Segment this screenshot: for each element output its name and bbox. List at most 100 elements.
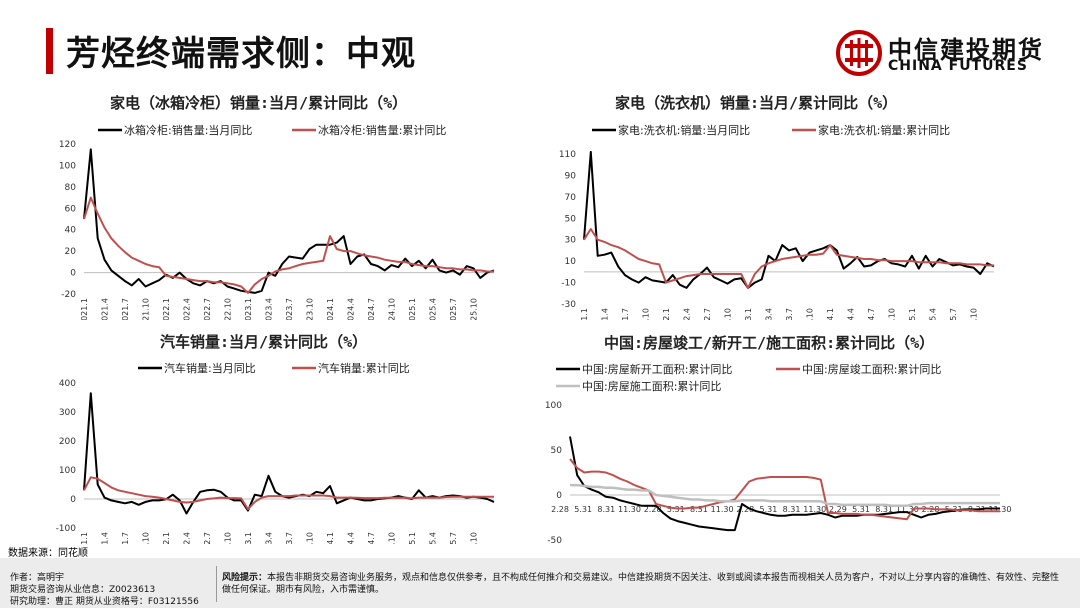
legend-label: 汽车销量:当月同比 [164, 361, 256, 375]
logo-en-text: CHINA FUTURES [888, 58, 1028, 74]
x-tick-label: 2024.10 [888, 308, 897, 320]
x-tick-label: 2024.4 [847, 308, 856, 320]
y-tick-label: -30 [561, 300, 576, 310]
x-tick-label: 2023.4 [265, 532, 274, 544]
y-tick-label: 100 [59, 161, 76, 171]
x-tick-label: 2024.1 [326, 532, 335, 544]
x-tick-label: 2.28 [551, 505, 569, 514]
logo-emblem-icon [836, 30, 882, 76]
risk-label: 风险提示： [222, 573, 268, 583]
company-logo: 中信建投期货 CHINA FUTURES [836, 28, 1042, 78]
y-tick-label: -50 [547, 536, 562, 546]
series-line-2 [583, 228, 994, 289]
x-tick-label: 2024.4 [347, 532, 356, 544]
x-tick-label: 2024.10 [388, 298, 397, 320]
x-tick-label: 8.31 [597, 505, 615, 514]
x-tick-label: 2025.1 [408, 298, 417, 320]
x-tick-label: 11.30 [618, 505, 641, 514]
x-tick-label: 2021.1 [80, 532, 89, 544]
y-tick-label: 120 [59, 140, 76, 150]
x-tick-label: 2021.1 [80, 298, 89, 320]
x-tick-label: 2.29 [829, 505, 847, 514]
y-tick-label: 40 [65, 226, 77, 236]
x-tick-label: 2025.4 [429, 298, 438, 320]
y-tick-label: 20 [65, 247, 77, 257]
chart-3-title: 汽车销量:当月/累计同比（%） [160, 333, 368, 351]
x-tick-label: 2021.7 [621, 308, 630, 320]
risk-text: 本报告非期货交易咨询业务服务，观点和信息仅供参考，且不构成任何推介和交易建议。中… [222, 573, 1060, 595]
data-source: 数据来源：同花顺 [8, 548, 88, 559]
x-tick-label: 2025.7 [449, 298, 458, 320]
footer-author: 作者：高明宇 [10, 573, 65, 583]
chart-1-title: 家电（冰箱冷柜）销量:当月/累计同比（%） [110, 94, 408, 112]
x-tick-label: 2023.7 [285, 298, 294, 320]
footer-divider [216, 566, 217, 602]
x-tick-label: 2021.4 [101, 298, 110, 320]
y-tick-label: 0 [556, 491, 562, 501]
x-tick-label: 2022.4 [683, 308, 692, 320]
x-tick-label: 2021.7 [121, 532, 130, 544]
footer-risk: 风险提示：本报告非期货交易咨询业务服务，观点和信息仅供参考，且不构成任何推介和交… [222, 572, 1062, 596]
x-tick-label: 2.28 [644, 505, 662, 514]
footer-assistant: 研究助理：曹正 期货从业资格号：F03121556 [10, 597, 199, 607]
page-title: 芳烃终端需求侧：中观 [66, 34, 416, 74]
series-line-2 [83, 476, 494, 511]
x-tick-label: 2023.1 [244, 532, 253, 544]
x-tick-label: 8.31 [875, 505, 893, 514]
x-tick-label: 2023.10 [806, 308, 815, 320]
series-line-3 [570, 483, 1000, 508]
x-tick-label: 2022.7 [703, 308, 712, 320]
x-tick-label: 2023.1 [744, 308, 753, 320]
x-tick-label: 5.31 [760, 505, 778, 514]
x-tick-label: 2023.4 [765, 308, 774, 320]
x-tick-label: 8.31 [783, 505, 801, 514]
y-tick-label: 50 [565, 214, 577, 224]
x-tick-label: 2023.7 [285, 532, 294, 544]
y-tick-label: 110 [559, 150, 576, 160]
legend-label: 汽车销量:累计同比 [318, 361, 410, 375]
chart-auto-sales: -100 0 100 200 300 400 2021.1 2021.4 2021.7 2021.… [56, 361, 495, 544]
y-tick-label: 100 [59, 466, 76, 476]
x-tick-label: 2023.1 [244, 298, 253, 320]
logo-cn-text: 中信建投期货 [888, 36, 1044, 64]
x-tick-label: 2022.4 [183, 298, 192, 320]
x-tick-label: 5.31 [667, 505, 685, 514]
x-tick-label: 2025.10 [970, 308, 979, 320]
x-tick-label: 2025.7 [449, 532, 458, 544]
y-tick-label: 70 [565, 193, 577, 203]
series-line-2 [569, 458, 1000, 521]
y-tick-label: 60 [65, 204, 77, 214]
series-line-1 [83, 148, 495, 294]
x-tick-label: 2024.7 [367, 532, 376, 544]
x-tick-label: 5.31 [574, 505, 592, 514]
x-tick-label: 2021.10 [142, 532, 151, 544]
legend-label: 中国:房屋施工面积:累计同比 [582, 380, 721, 393]
x-tick-label: 2024.7 [867, 308, 876, 320]
x-tick-label: 2025.7 [949, 308, 958, 320]
x-tick-label: 2024.7 [367, 298, 376, 320]
x-tick-label: 11.30 [711, 505, 734, 514]
footer-author-info: 作者：高明宇 期货交易咨询从业信息：Z0023613 研究助理：曹正 期货从业资… [10, 572, 199, 608]
x-tick-label: 2022.1 [162, 298, 171, 320]
x-tick-label: 2021.4 [101, 532, 110, 544]
x-tick-label: 2024.10 [388, 532, 397, 544]
footer-license: 期货交易咨询从业信息：Z0023613 [10, 585, 156, 595]
series-line-2 [83, 196, 494, 294]
x-tick-label: 2023.7 [785, 308, 794, 320]
x-tick-label: 2022.10 [224, 532, 233, 544]
x-tick-label: 2024.4 [347, 298, 356, 320]
y-tick-label: 200 [59, 437, 76, 447]
x-tick-label: 2022.7 [203, 298, 212, 320]
y-tick-label: 100 [545, 401, 562, 411]
x-tick-label: 2024.1 [326, 298, 335, 320]
x-tick-label: 2024.1 [826, 308, 835, 320]
x-tick-label: 2023.4 [265, 298, 274, 320]
y-tick-label: -100 [56, 524, 77, 534]
x-tick-label: 2021.10 [642, 308, 651, 320]
x-tick-label: 2022.1 [162, 532, 171, 544]
x-tick-label: 11.30 [896, 505, 919, 514]
y-tick-label: -10 [561, 279, 576, 289]
x-tick-label: 2025.1 [908, 308, 917, 320]
x-tick-label: 2021.1 [580, 308, 589, 320]
chart-fridge-sales: -20 0 20 40 60 80 100 120 2021.1 2021.4 2021.7 2021… [59, 123, 495, 320]
